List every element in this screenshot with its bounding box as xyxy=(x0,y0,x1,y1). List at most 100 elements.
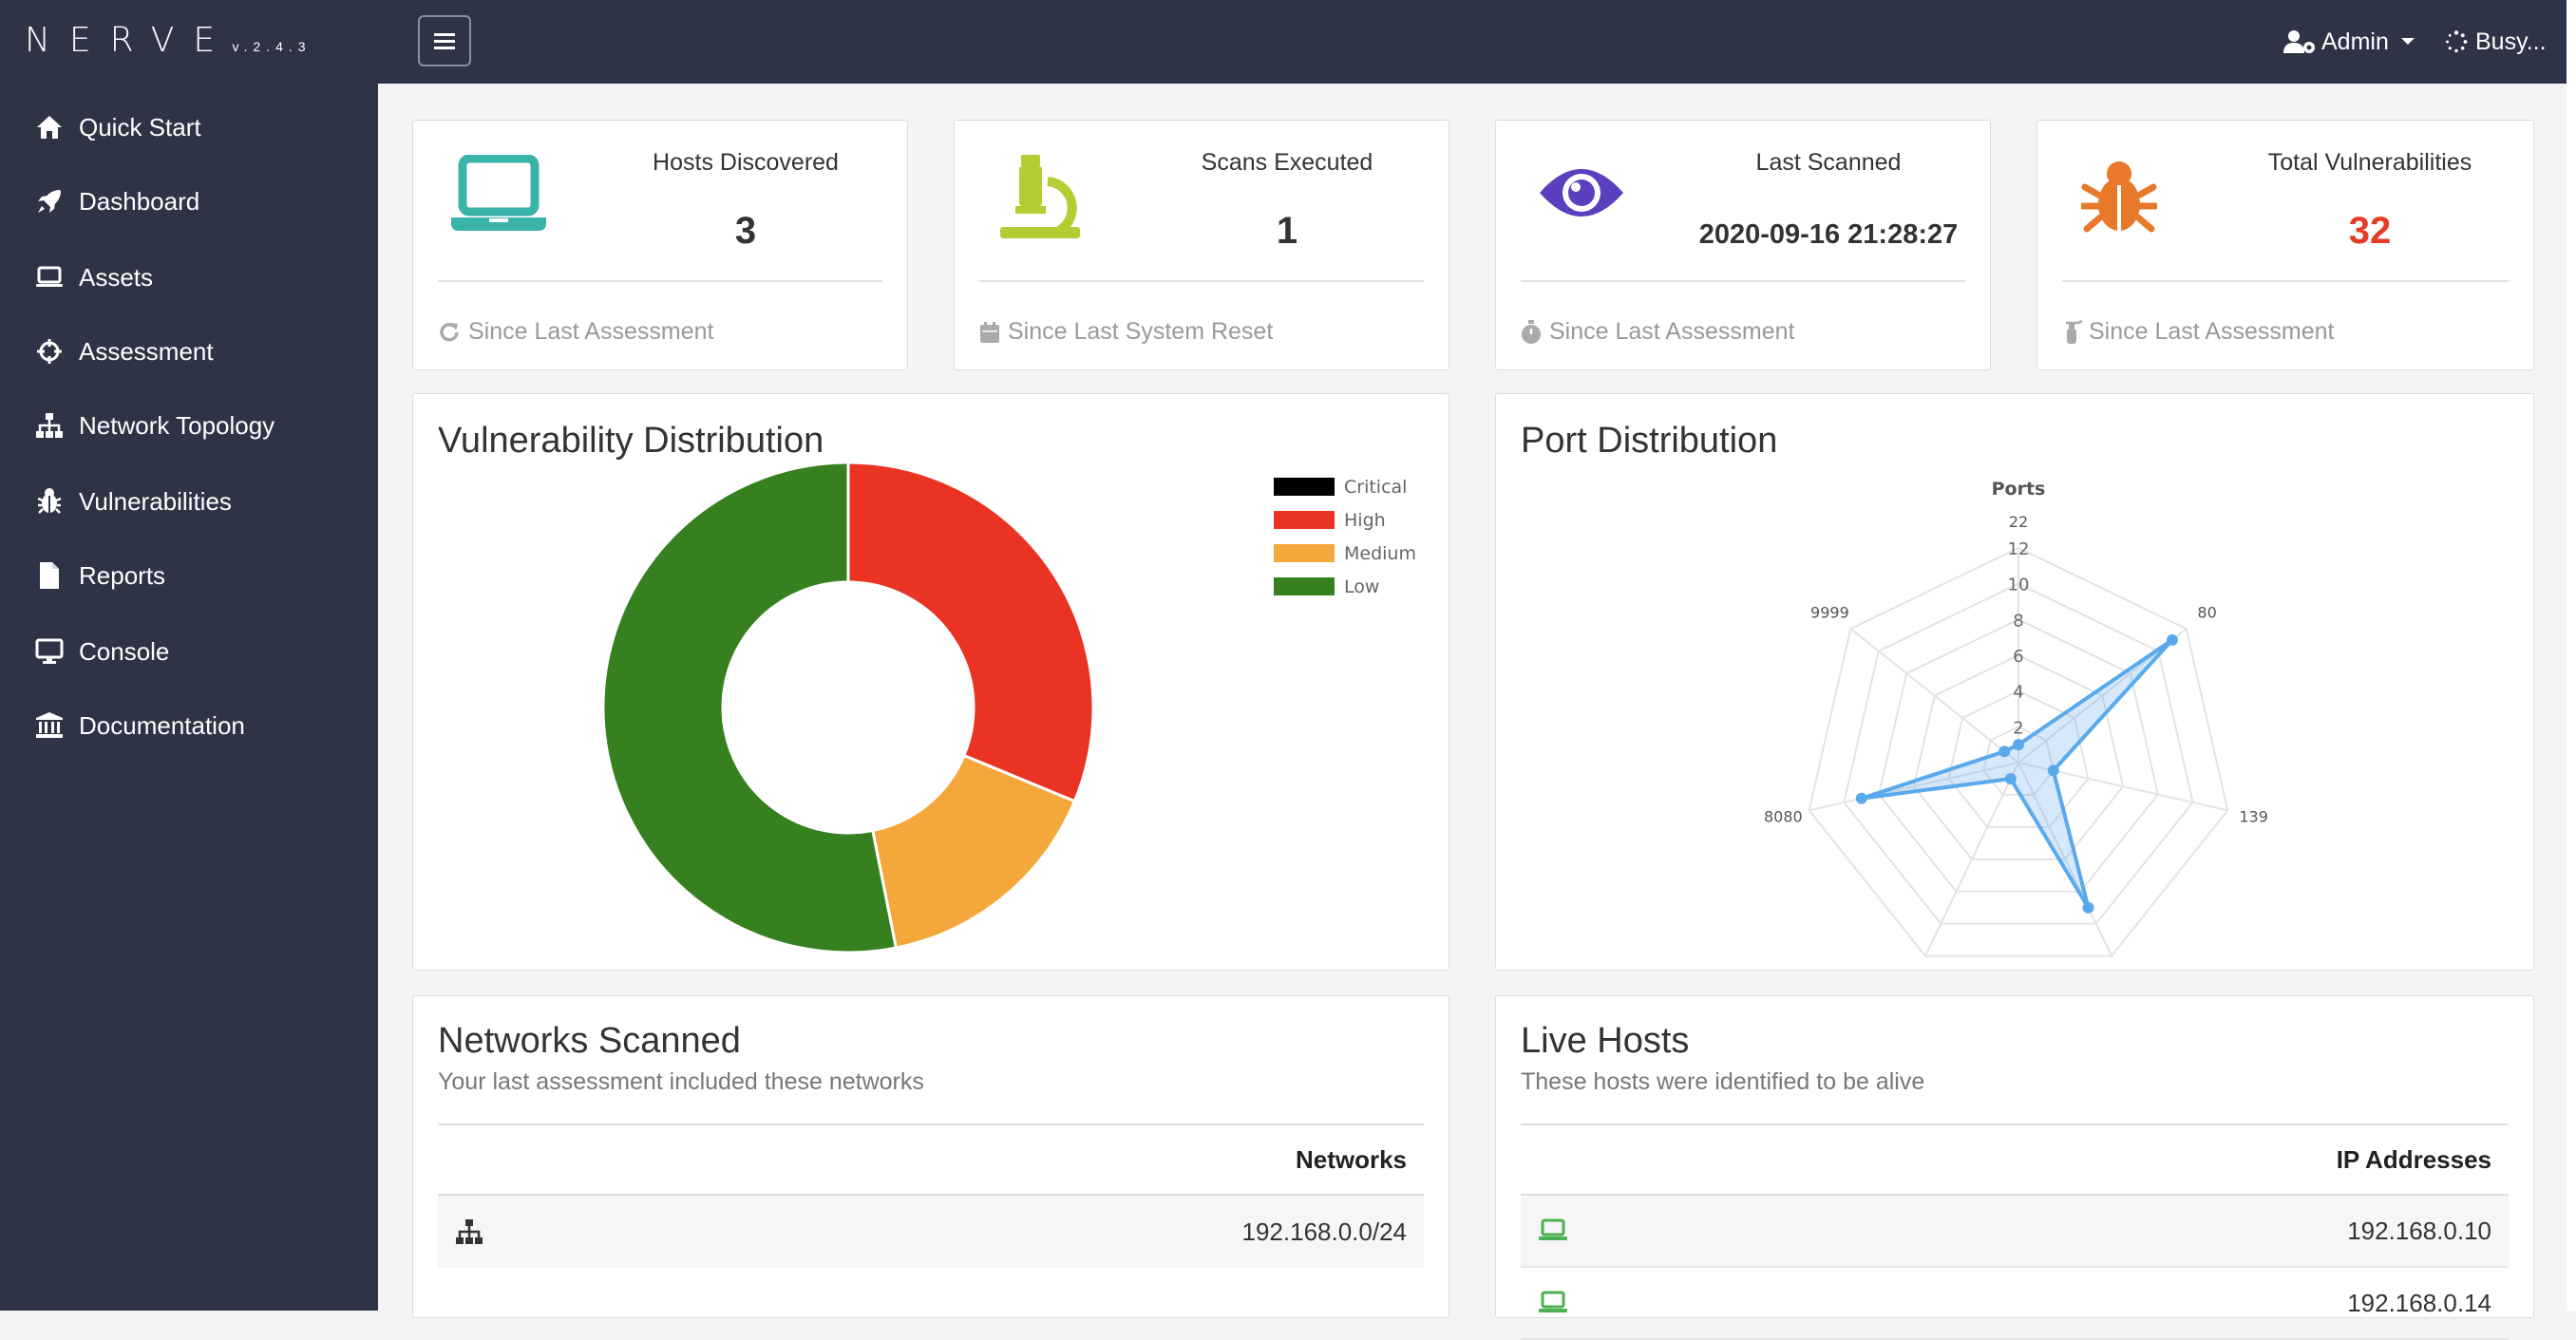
port-distribution-panel: Port Distribution 2468101222801394434458… xyxy=(1495,393,2534,971)
stat-title: Total Vulnerabilities xyxy=(2227,149,2512,177)
radar-point-22[interactable] xyxy=(2013,739,2024,750)
radar-point-80[interactable] xyxy=(2167,634,2178,646)
radar-axis-label: 22 xyxy=(2009,513,2028,531)
stat-title: Last Scanned xyxy=(1686,149,1971,177)
bug-icon xyxy=(2081,159,2157,236)
legend-item-medium[interactable]: Medium xyxy=(1274,537,1416,570)
stat-value: 1 xyxy=(1145,210,1430,253)
radar-point-139[interactable] xyxy=(2048,764,2059,776)
user-menu[interactable]: Admin xyxy=(2283,0,2415,84)
panel-title: Networks Scanned xyxy=(438,1021,741,1062)
divider xyxy=(1521,280,1965,282)
sidebar: NERVE v.2.4.3 Quick Start Dashboard Asse… xyxy=(0,0,378,1311)
legend-item-low[interactable]: Low xyxy=(1274,570,1416,603)
status-indicator: Busy... xyxy=(2445,0,2547,84)
network-cell: 192.168.0.0/24 xyxy=(1242,1217,1408,1247)
legend-swatch xyxy=(1274,478,1335,496)
radar-series-area xyxy=(1862,640,2172,908)
legend-item-high[interactable]: High xyxy=(1274,503,1416,537)
sidebar-item-documentation[interactable]: Documentation xyxy=(0,695,378,756)
stat-value: 3 xyxy=(603,210,888,253)
radar-title: Ports xyxy=(1992,479,2046,500)
top-navbar xyxy=(378,0,2576,84)
ip-cell: 192.168.0.10 xyxy=(2347,1217,2491,1246)
stat-footer: Since Last Assessment xyxy=(438,318,713,346)
table-row[interactable]: 192.168.0.0/24 xyxy=(438,1196,1424,1268)
radar-tick-label: 10 xyxy=(2008,576,2030,595)
app-name: NERVE xyxy=(25,21,234,60)
column-header-networks: Networks xyxy=(1296,1145,1407,1175)
panel-subtitle: These hosts were identified to be alive xyxy=(1521,1068,1924,1096)
networks-scanned-panel: Networks Scanned Your last assessment in… xyxy=(412,995,1449,1318)
app-logo[interactable]: NERVE v.2.4.3 xyxy=(25,21,312,60)
stat-card-last-scanned: Last Scanned 2020-09-16 21:28:27 Since L… xyxy=(1495,120,1991,370)
sidebar-toggle-button[interactable] xyxy=(418,15,471,66)
radar-axis-label: 9999 xyxy=(1810,604,1849,622)
sidebar-item-label: Assessment xyxy=(79,337,214,367)
laptop-icon xyxy=(33,261,66,293)
status-text: Busy... xyxy=(2475,28,2547,56)
user-cog-icon xyxy=(2283,29,2316,54)
sidebar-item-label: Dashboard xyxy=(79,187,199,217)
radar-tick-label: 12 xyxy=(2008,539,2030,559)
donut-slice-high[interactable] xyxy=(848,462,1093,802)
sidebar-item-vulnerabilities[interactable]: Vulnerabilities xyxy=(0,471,378,532)
calendar-icon xyxy=(979,321,1000,344)
sidebar-item-quick-start[interactable]: Quick Start xyxy=(0,97,378,158)
stat-card-vulnerabilities: Total Vulnerabilities 32 Since Last Asse… xyxy=(2036,120,2534,370)
column-header-ip-addresses: IP Addresses xyxy=(2337,1145,2491,1175)
laptop-icon xyxy=(1538,1218,1568,1243)
sidebar-item-dashboard[interactable]: Dashboard xyxy=(0,171,378,232)
stat-card-scans: Scans Executed 1 Since Last System Reset xyxy=(954,120,1449,370)
stat-title: Scans Executed xyxy=(1145,149,1430,177)
legend-item-critical[interactable]: Critical xyxy=(1274,470,1416,503)
stat-value: 32 xyxy=(2227,210,2512,253)
stat-footer: Since Last Assessment xyxy=(1521,318,1794,346)
table-row[interactable]: 192.168.0.14 xyxy=(1521,1268,2509,1340)
divider xyxy=(438,280,882,282)
laptop-icon xyxy=(1538,1291,1568,1315)
panel-subtitle: Your last assessment included these netw… xyxy=(438,1068,924,1096)
radar-point-443[interactable] xyxy=(2083,902,2094,914)
crosshairs-icon xyxy=(33,335,66,368)
radar-axis-label: 139 xyxy=(2239,808,2268,826)
radar-point-9999[interactable] xyxy=(1998,745,2010,757)
port-radar-chart: 24681012228013944344580809999Ports xyxy=(1496,394,2535,972)
table-header: Networks xyxy=(438,1123,1424,1196)
legend-swatch xyxy=(1274,577,1335,595)
sidebar-item-assessment[interactable]: Assessment xyxy=(0,321,378,382)
table-row[interactable]: 192.168.0.10 xyxy=(1521,1196,2509,1268)
radar-axis-label: 8080 xyxy=(1764,808,1803,826)
user-name: Admin xyxy=(2321,28,2389,56)
sidebar-item-reports[interactable]: Reports xyxy=(0,545,378,606)
university-icon xyxy=(33,709,66,742)
scrollbar[interactable] xyxy=(2567,0,2576,1311)
radar-spoke xyxy=(1850,629,2018,763)
desktop-icon xyxy=(33,635,66,668)
stat-title: Hosts Discovered xyxy=(603,149,888,177)
stat-footer-text: Since Last Assessment xyxy=(1549,318,1794,346)
ip-cell: 192.168.0.14 xyxy=(2347,1289,2491,1318)
stat-value: 2020-09-16 21:28:27 xyxy=(1686,219,1971,251)
radar-point-8080[interactable] xyxy=(1856,793,1867,804)
caret-down-icon xyxy=(2400,37,2415,47)
stat-footer-text: Since Last Assessment xyxy=(468,318,713,346)
spinner-icon xyxy=(2445,30,2468,53)
home-icon xyxy=(33,111,66,143)
sidebar-item-assets[interactable]: Assets xyxy=(0,247,378,308)
chart-legend: Critical High Medium Low xyxy=(1274,470,1416,603)
radar-tick-label: 8 xyxy=(2013,611,2023,631)
legend-swatch xyxy=(1274,544,1335,562)
legend-label: High xyxy=(1344,510,1386,531)
sidebar-item-network-topology[interactable]: Network Topology xyxy=(0,395,378,456)
radar-point-445[interactable] xyxy=(2005,773,2017,784)
microscope-icon xyxy=(1000,153,1080,238)
stopwatch-icon xyxy=(1521,320,1542,345)
bug-icon xyxy=(33,485,66,518)
table-header: IP Addresses xyxy=(1521,1123,2509,1196)
eye-icon xyxy=(1538,162,1625,223)
sidebar-item-console[interactable]: Console xyxy=(0,621,378,682)
app-version: v.2.4.3 xyxy=(233,39,312,54)
sitemap-icon xyxy=(455,1218,483,1245)
legend-label: Low xyxy=(1344,576,1379,597)
